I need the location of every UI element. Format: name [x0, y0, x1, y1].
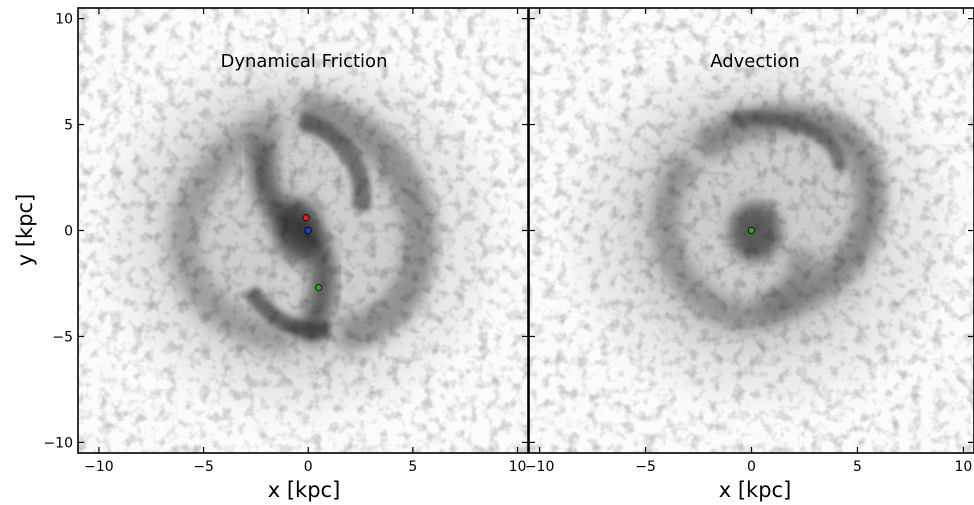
marker-1-0 [747, 226, 756, 235]
panel-title-right: Advection [710, 51, 800, 72]
x-tick-label-1-0: −10 [525, 459, 555, 475]
x-tick-label-0-4: 10 [509, 459, 527, 475]
x-tick-label-0-3: 5 [408, 459, 417, 475]
x-tick-label-0-0: −10 [84, 459, 114, 475]
marker-0-1 [304, 226, 312, 235]
y-axis-label: y [kpc] [13, 194, 37, 267]
x-axis-label-right: x [kpc] [719, 478, 792, 502]
panel-title-left: Dynamical Friction [221, 51, 388, 72]
x-tick-label-1-1: −5 [635, 459, 656, 475]
density-map-left [78, 8, 528, 453]
y-tick-label-2: 0 [64, 224, 73, 240]
panel-advection [529, 8, 974, 453]
y-tick-label-0: −10 [43, 435, 73, 451]
marker-0-0 [302, 214, 310, 222]
x-tick-label-1-3: 5 [853, 459, 862, 475]
y-tick-label-4: 10 [55, 12, 73, 28]
x-tick-label-1-2: 0 [747, 459, 756, 475]
x-tick-label-1-4: 10 [954, 459, 972, 475]
x-tick-label-0-1: −5 [193, 459, 214, 475]
x-axis-label-left: x [kpc] [268, 478, 341, 502]
x-tick-label-0-2: 0 [304, 459, 313, 475]
y-tick-label-3: 5 [64, 118, 73, 134]
y-tick-label-1: −5 [52, 329, 73, 345]
panel-dynamical-friction [78, 8, 528, 453]
marker-0-2 [315, 284, 323, 292]
density-map-right [529, 8, 974, 453]
